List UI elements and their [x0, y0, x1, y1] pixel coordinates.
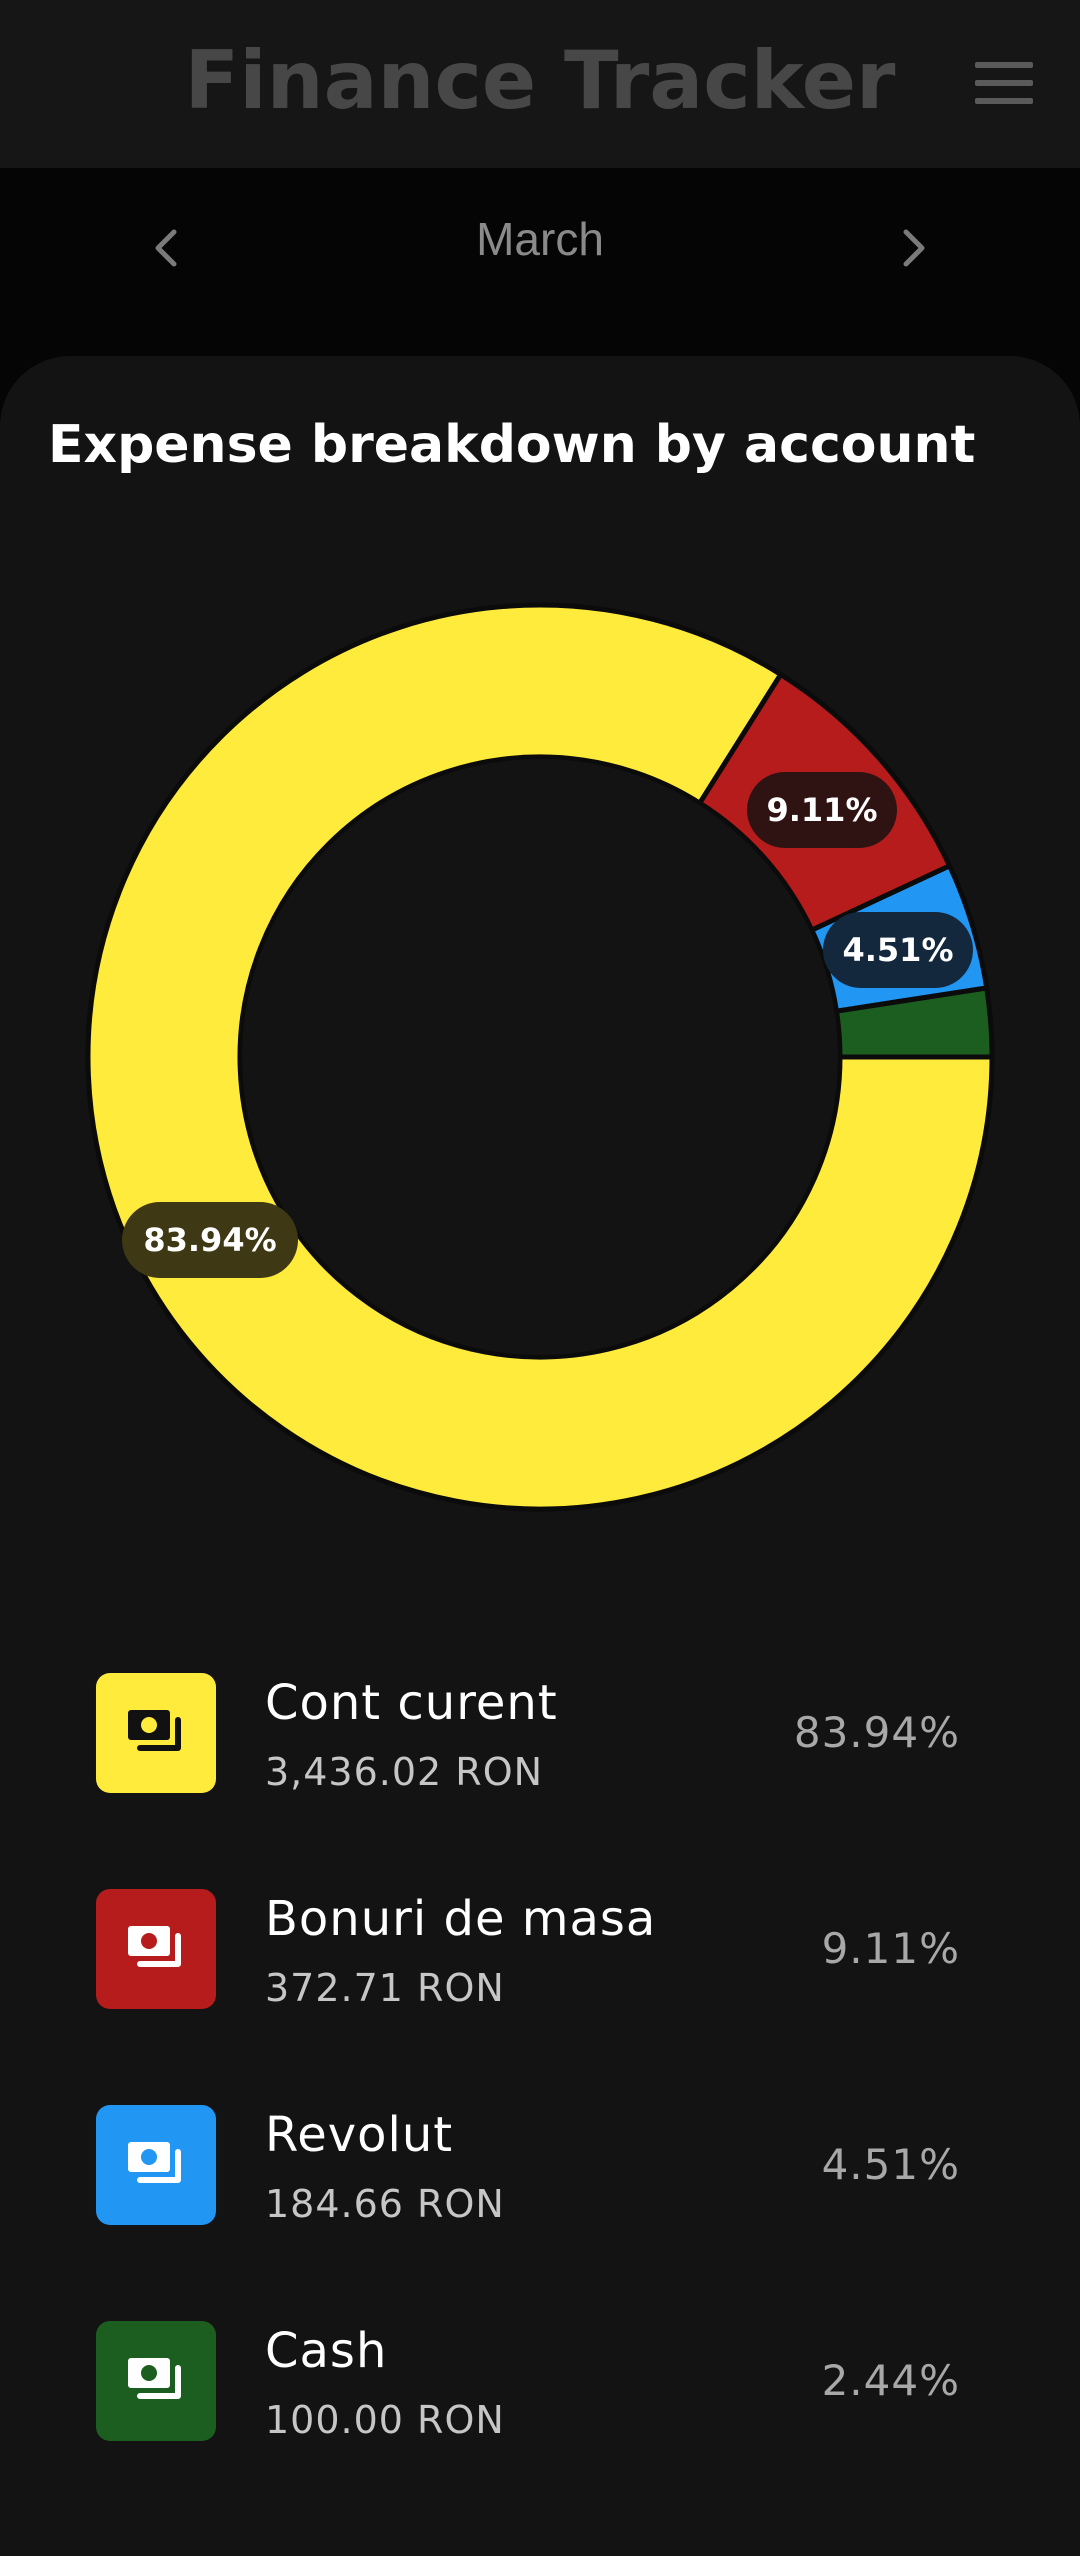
account-row[interactable]: Cash 100.00 RON 2.44%: [0, 2303, 1080, 2453]
account-percent: 9.11%: [821, 1924, 960, 1973]
app-title: Finance Tracker: [184, 34, 896, 127]
slice-percent-label: 9.11%: [747, 772, 897, 848]
chevron-right-icon[interactable]: [882, 218, 942, 278]
account-amount: 372.71 RON: [265, 1966, 505, 2010]
account-amount: 100.00 RON: [265, 2398, 505, 2442]
account-name: Revolut: [265, 2107, 454, 2163]
money-icon: [96, 1889, 216, 2009]
account-name: Cash: [265, 2323, 388, 2379]
donut-chart: 83.94% 9.11% 4.51%: [85, 602, 995, 1512]
account-row[interactable]: Bonuri de masa 372.71 RON 9.11%: [0, 1871, 1080, 2021]
account-amount: 3,436.02 RON: [265, 1750, 544, 1794]
account-name: Cont curent: [265, 1675, 558, 1731]
card-title: Expense breakdown by account: [48, 415, 976, 475]
slice-percent-label: 4.51%: [823, 912, 973, 988]
slice-percent-text: 83.94%: [143, 1221, 276, 1259]
chevron-left-icon[interactable]: [138, 218, 198, 278]
month-navigator: March: [0, 168, 1080, 358]
hamburger-menu-icon[interactable]: [975, 62, 1033, 104]
money-icon: [96, 2321, 216, 2441]
slice-percent-text: 9.11%: [766, 791, 877, 829]
donut-slice[interactable]: [85, 602, 995, 1512]
donut-slice[interactable]: [833, 985, 995, 1060]
account-percent: 2.44%: [821, 2356, 960, 2405]
month-label: March: [476, 213, 604, 265]
app-header: Finance Tracker: [0, 0, 1080, 168]
account-percent: 4.51%: [821, 2140, 960, 2189]
slice-percent-text: 4.51%: [842, 931, 953, 969]
account-name: Bonuri de masa: [265, 1891, 657, 1947]
donut-hole: [242, 759, 838, 1355]
account-percent: 83.94%: [793, 1708, 960, 1757]
money-icon: [96, 2105, 216, 2225]
account-amount: 184.66 RON: [265, 2182, 505, 2226]
money-icon: [96, 1673, 216, 1793]
account-row[interactable]: Cont curent 3,436.02 RON 83.94%: [0, 1655, 1080, 1805]
slice-percent-label: 83.94%: [122, 1202, 298, 1278]
account-row[interactable]: Revolut 184.66 RON 4.51%: [0, 2087, 1080, 2237]
